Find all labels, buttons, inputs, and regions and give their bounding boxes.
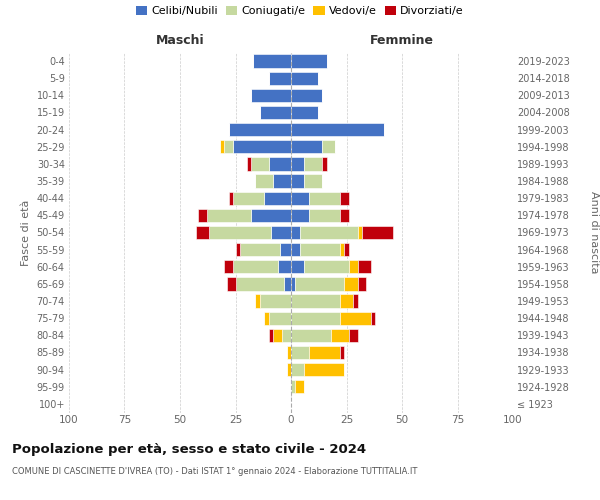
- Bar: [291, 54, 326, 68]
- Bar: [196, 226, 209, 239]
- Bar: [227, 277, 235, 290]
- Bar: [256, 294, 260, 308]
- Bar: [371, 312, 376, 325]
- Bar: [304, 157, 322, 170]
- Bar: [291, 260, 304, 274]
- Bar: [229, 192, 233, 205]
- Bar: [271, 226, 291, 239]
- Text: Femmine: Femmine: [370, 34, 434, 48]
- Bar: [331, 328, 349, 342]
- Bar: [233, 260, 278, 274]
- Bar: [291, 88, 322, 102]
- Bar: [224, 140, 233, 153]
- Bar: [304, 260, 349, 274]
- Bar: [309, 346, 340, 359]
- Bar: [322, 140, 335, 153]
- Bar: [291, 140, 322, 153]
- Text: COMUNE DI CASCINETTE D'IVREA (TO) - Dati ISTAT 1° gennaio 2024 - Elaborazione TU: COMUNE DI CASCINETTE D'IVREA (TO) - Dati…: [12, 468, 418, 476]
- Bar: [340, 192, 349, 205]
- Y-axis label: Fasce di età: Fasce di età: [21, 200, 31, 266]
- Bar: [233, 192, 265, 205]
- Bar: [273, 328, 282, 342]
- Bar: [260, 294, 291, 308]
- Bar: [198, 208, 206, 222]
- Bar: [282, 328, 291, 342]
- Bar: [260, 106, 291, 119]
- Bar: [340, 294, 353, 308]
- Bar: [291, 277, 295, 290]
- Bar: [251, 157, 269, 170]
- Bar: [291, 106, 317, 119]
- Bar: [235, 243, 240, 256]
- Bar: [291, 174, 304, 188]
- Bar: [291, 226, 300, 239]
- Bar: [291, 208, 309, 222]
- Text: Popolazione per età, sesso e stato civile - 2024: Popolazione per età, sesso e stato civil…: [12, 442, 366, 456]
- Bar: [309, 192, 340, 205]
- Bar: [287, 363, 291, 376]
- Bar: [300, 226, 358, 239]
- Bar: [358, 277, 367, 290]
- Bar: [229, 123, 291, 136]
- Bar: [291, 157, 304, 170]
- Bar: [253, 54, 291, 68]
- Y-axis label: Anni di nascita: Anni di nascita: [589, 191, 599, 274]
- Bar: [273, 174, 291, 188]
- Bar: [280, 243, 291, 256]
- Bar: [269, 72, 291, 85]
- Bar: [269, 157, 291, 170]
- Bar: [291, 312, 340, 325]
- Bar: [291, 328, 331, 342]
- Bar: [362, 226, 393, 239]
- Bar: [284, 277, 291, 290]
- Bar: [322, 157, 326, 170]
- Bar: [358, 260, 371, 274]
- Legend: Celibi/Nubili, Coniugati/e, Vedovi/e, Divorziati/e: Celibi/Nubili, Coniugati/e, Vedovi/e, Di…: [136, 6, 464, 16]
- Bar: [340, 346, 344, 359]
- Bar: [224, 260, 233, 274]
- Bar: [291, 243, 300, 256]
- Bar: [265, 192, 291, 205]
- Bar: [344, 243, 349, 256]
- Bar: [209, 226, 271, 239]
- Bar: [220, 140, 224, 153]
- Bar: [340, 243, 344, 256]
- Bar: [235, 277, 284, 290]
- Bar: [287, 346, 291, 359]
- Bar: [309, 208, 340, 222]
- Bar: [291, 380, 295, 394]
- Bar: [349, 328, 358, 342]
- Bar: [269, 328, 273, 342]
- Bar: [295, 380, 304, 394]
- Bar: [304, 363, 344, 376]
- Bar: [291, 346, 309, 359]
- Bar: [206, 208, 251, 222]
- Bar: [233, 140, 291, 153]
- Bar: [291, 123, 384, 136]
- Bar: [304, 174, 322, 188]
- Bar: [358, 226, 362, 239]
- Bar: [344, 277, 358, 290]
- Bar: [256, 174, 273, 188]
- Bar: [349, 260, 358, 274]
- Bar: [295, 277, 344, 290]
- Bar: [265, 312, 269, 325]
- Bar: [269, 312, 291, 325]
- Bar: [251, 208, 291, 222]
- Bar: [340, 312, 371, 325]
- Bar: [340, 208, 349, 222]
- Bar: [300, 243, 340, 256]
- Bar: [291, 72, 317, 85]
- Text: Maschi: Maschi: [155, 34, 205, 48]
- Bar: [291, 294, 340, 308]
- Bar: [240, 243, 280, 256]
- Bar: [291, 192, 309, 205]
- Bar: [247, 157, 251, 170]
- Bar: [353, 294, 358, 308]
- Bar: [291, 363, 304, 376]
- Bar: [251, 88, 291, 102]
- Bar: [278, 260, 291, 274]
